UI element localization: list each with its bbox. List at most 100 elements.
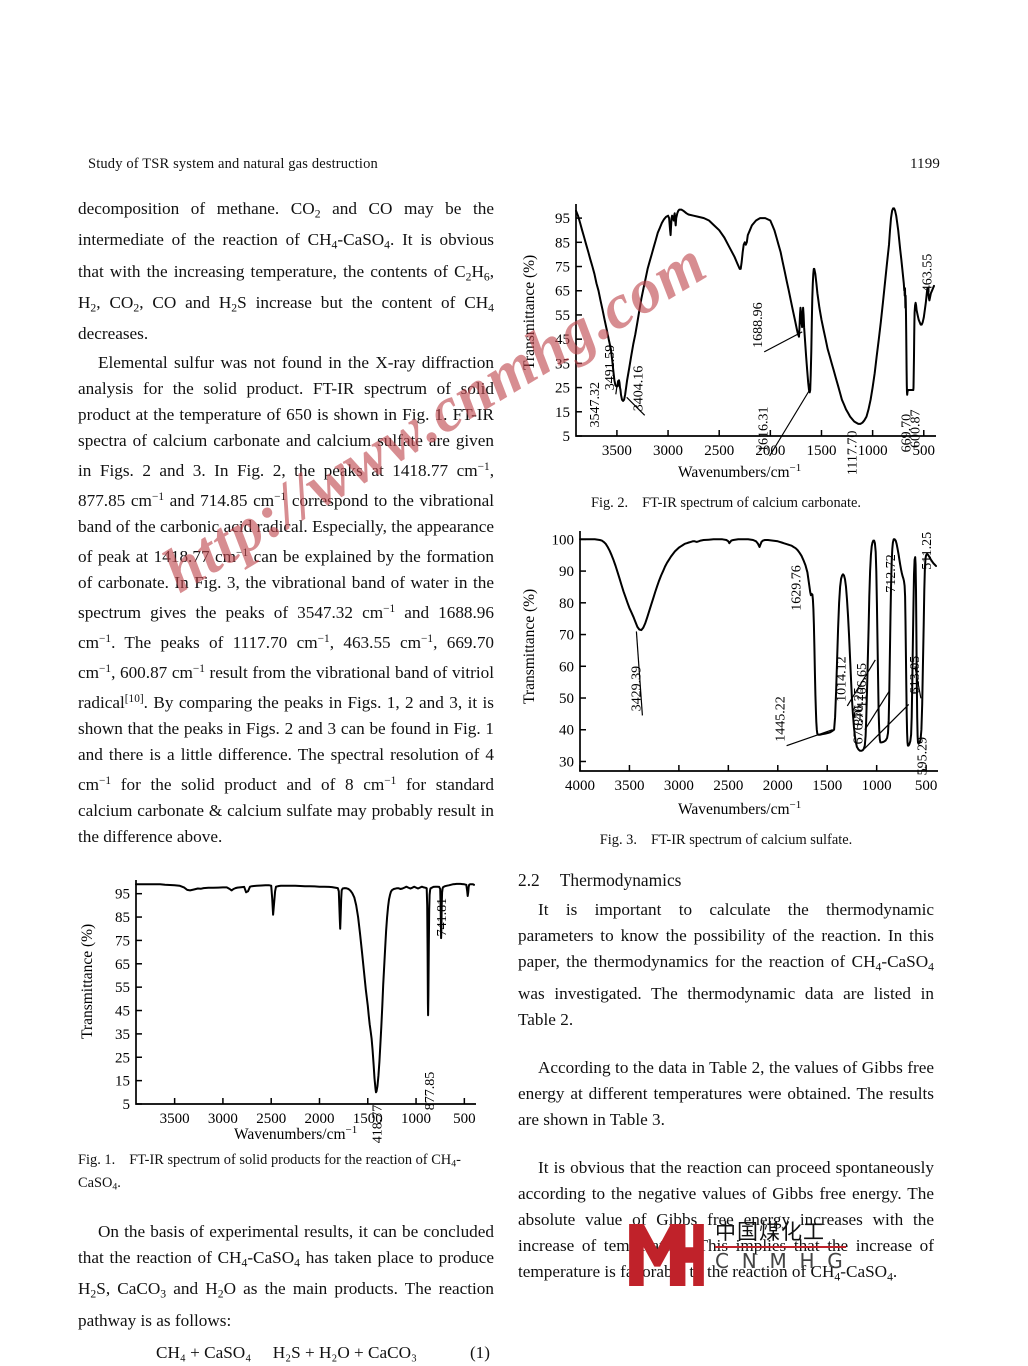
sup-m2: −1 xyxy=(151,490,165,503)
fig2-x-ticks: 3500 3000 2500 2000 1500 1000 500 xyxy=(602,430,935,459)
p3-sub4b: 4 xyxy=(294,1256,300,1270)
svg-text:2000: 2000 xyxy=(755,443,785,459)
svg-text:3491.59: 3491.59 xyxy=(603,345,618,391)
svg-text:45: 45 xyxy=(555,332,570,348)
svg-text:4000: 4000 xyxy=(565,778,595,794)
svg-text:65: 65 xyxy=(555,284,570,300)
svg-text:75: 75 xyxy=(555,260,570,276)
rp1-sub4: 4 xyxy=(875,960,882,974)
fig1-caption-c: . xyxy=(117,1175,121,1192)
svg-text:15: 15 xyxy=(115,1074,130,1090)
svg-text:1418.77: 1418.77 xyxy=(371,1105,386,1144)
rp1-a: It is important to calculate the thermod… xyxy=(518,900,934,972)
svg-text:95: 95 xyxy=(115,887,130,903)
svg-text:463.55: 463.55 xyxy=(921,254,936,292)
svg-text:50: 50 xyxy=(559,691,574,707)
fig1-data-line xyxy=(135,883,475,1094)
p3-a: On the basis of experimental results, it… xyxy=(78,1221,494,1267)
fig3-y-ticks: 30 40 50 60 70 80 90 100 xyxy=(552,532,586,770)
p3-d: S, CaCO xyxy=(96,1279,161,1299)
fig3-caption-label: Fig. 3. xyxy=(599,832,637,848)
rp1-b: -CaSO xyxy=(881,952,929,972)
p1-e: H xyxy=(471,261,484,281)
figure-2-caption: Fig. 2. FT-IR spectrum of calcium carbona… xyxy=(518,494,934,513)
sup-m5: −1 xyxy=(383,603,396,616)
equation-body: CH₄ + CaSO₄ H₂S + H₂O + CaCO₃ xyxy=(156,1342,418,1362)
p2-13: for the solid product and of 8 cm xyxy=(111,775,385,795)
svg-text:600.87: 600.87 xyxy=(909,410,924,449)
paragraph-3: On the basis of experimental results, it… xyxy=(78,1219,494,1334)
p2-7: . The peaks of 1117.70 cm xyxy=(111,632,318,652)
rp3-sub4: 4 xyxy=(834,1270,841,1284)
p2-1: Elemental sulfur was not found in the X-… xyxy=(78,352,494,480)
fig1cap-sub-4b: 4 xyxy=(112,1181,118,1193)
svg-text:595.29: 595.29 xyxy=(916,737,931,776)
fig2-caption-label: Fig. 2. xyxy=(590,495,629,511)
svg-text:2500: 2500 xyxy=(704,443,734,459)
p1-g: , CO xyxy=(96,293,134,313)
svg-text:3500: 3500 xyxy=(602,443,632,459)
svg-text:712.72: 712.72 xyxy=(884,554,899,593)
p1-j: decreases. xyxy=(78,324,149,344)
svg-text:3000: 3000 xyxy=(208,1111,238,1127)
svg-text:3547.32: 3547.32 xyxy=(588,382,603,428)
ref-marker: [10] xyxy=(124,693,144,705)
fig2-caption-text: FT-IR spectrum of calcium carbonate. xyxy=(642,495,862,511)
section-title: Thermodynamics xyxy=(559,870,682,890)
svg-text:676.40: 676.40 xyxy=(852,706,867,745)
svg-text:1616.31: 1616.31 xyxy=(757,407,772,453)
fig1-x-ticks: 3500 3000 2500 2000 1500 1000 500 xyxy=(160,1098,476,1127)
fig1-caption-a: FT-IR spectrum of solid products for the… xyxy=(129,1152,452,1169)
svg-text:1629.76: 1629.76 xyxy=(789,565,804,611)
p1-d: . It is obvious that with the increasing… xyxy=(78,230,494,281)
sub-6: 6 xyxy=(483,269,490,283)
p1-h: , CO and H xyxy=(139,293,232,313)
svg-text:1500: 1500 xyxy=(353,1111,383,1127)
svg-text:35: 35 xyxy=(555,356,570,372)
fig3-x-ticks: 4000 3500 3000 2500 2000 1500 1000 500 xyxy=(565,765,937,794)
p2-14: for standard calcium carbonate & calcium… xyxy=(78,775,494,847)
svg-text:511.25: 511.25 xyxy=(920,532,935,570)
svg-text:45: 45 xyxy=(115,1004,130,1020)
p3-sub4: 4 xyxy=(241,1256,248,1270)
svg-text:55: 55 xyxy=(115,981,130,997)
svg-text:95: 95 xyxy=(555,211,570,227)
rp1-c: was investigated. The thermodynamic data… xyxy=(518,983,934,1029)
sup-m4: −1 xyxy=(236,546,249,559)
rp3-c: . xyxy=(892,1262,898,1282)
p2-10: , 600.87 cm xyxy=(111,662,193,682)
svg-text:65: 65 xyxy=(115,957,130,973)
right-paragraph-2: According to the data in Table 2, the va… xyxy=(518,1057,934,1129)
svg-text:500: 500 xyxy=(915,778,938,794)
svg-text:669.70: 669.70 xyxy=(899,414,914,453)
svg-text:877.85: 877.85 xyxy=(423,1072,438,1111)
equation-number: (1) xyxy=(469,1342,490,1362)
fig3-data-line xyxy=(579,538,937,752)
sub-2b: 2 xyxy=(465,269,472,283)
fig3-xlabel: Wavenumbers/cm−1 xyxy=(678,799,801,818)
p2-5: can be explained by the formation of car… xyxy=(78,546,494,622)
svg-text:5: 5 xyxy=(123,1097,131,1113)
svg-text:2500: 2500 xyxy=(713,778,743,794)
p2-4: correspond to the vibrational band of th… xyxy=(78,490,495,566)
svg-text:613.05: 613.05 xyxy=(908,656,923,695)
svg-text:1445.22: 1445.22 xyxy=(774,696,789,742)
p3-f: O as the main products. The reaction pat… xyxy=(78,1279,494,1330)
fig1-axes xyxy=(135,880,476,1106)
figure-1-caption: Fig. 1. FT-IR spectrum of solid products … xyxy=(78,1151,494,1196)
p2-6: and 1688.96 cm xyxy=(78,602,494,652)
sub-2d: 2 xyxy=(133,301,140,315)
paragraph-2: Elemental sulfur was not found in the X-… xyxy=(78,350,494,851)
sup-m10: −1 xyxy=(192,663,205,676)
svg-text:2000: 2000 xyxy=(304,1111,334,1127)
p1-b: and CO may be the intermediate of the re… xyxy=(78,199,494,250)
p3-e: and H xyxy=(166,1279,218,1299)
figure-1: Transmittance (%) 5 15 25 35 45 55 65 75 85 95 35… xyxy=(74,864,494,1144)
p3-c: has taken place to produce H xyxy=(78,1247,494,1299)
svg-text:100: 100 xyxy=(552,532,575,548)
figure-3: Transmittance (%) 30 40 50 60 70 80 90 100 4000… xyxy=(518,519,938,829)
svg-text:1500: 1500 xyxy=(812,778,842,794)
svg-text:75: 75 xyxy=(115,934,130,950)
svg-text:1000: 1000 xyxy=(401,1111,431,1127)
